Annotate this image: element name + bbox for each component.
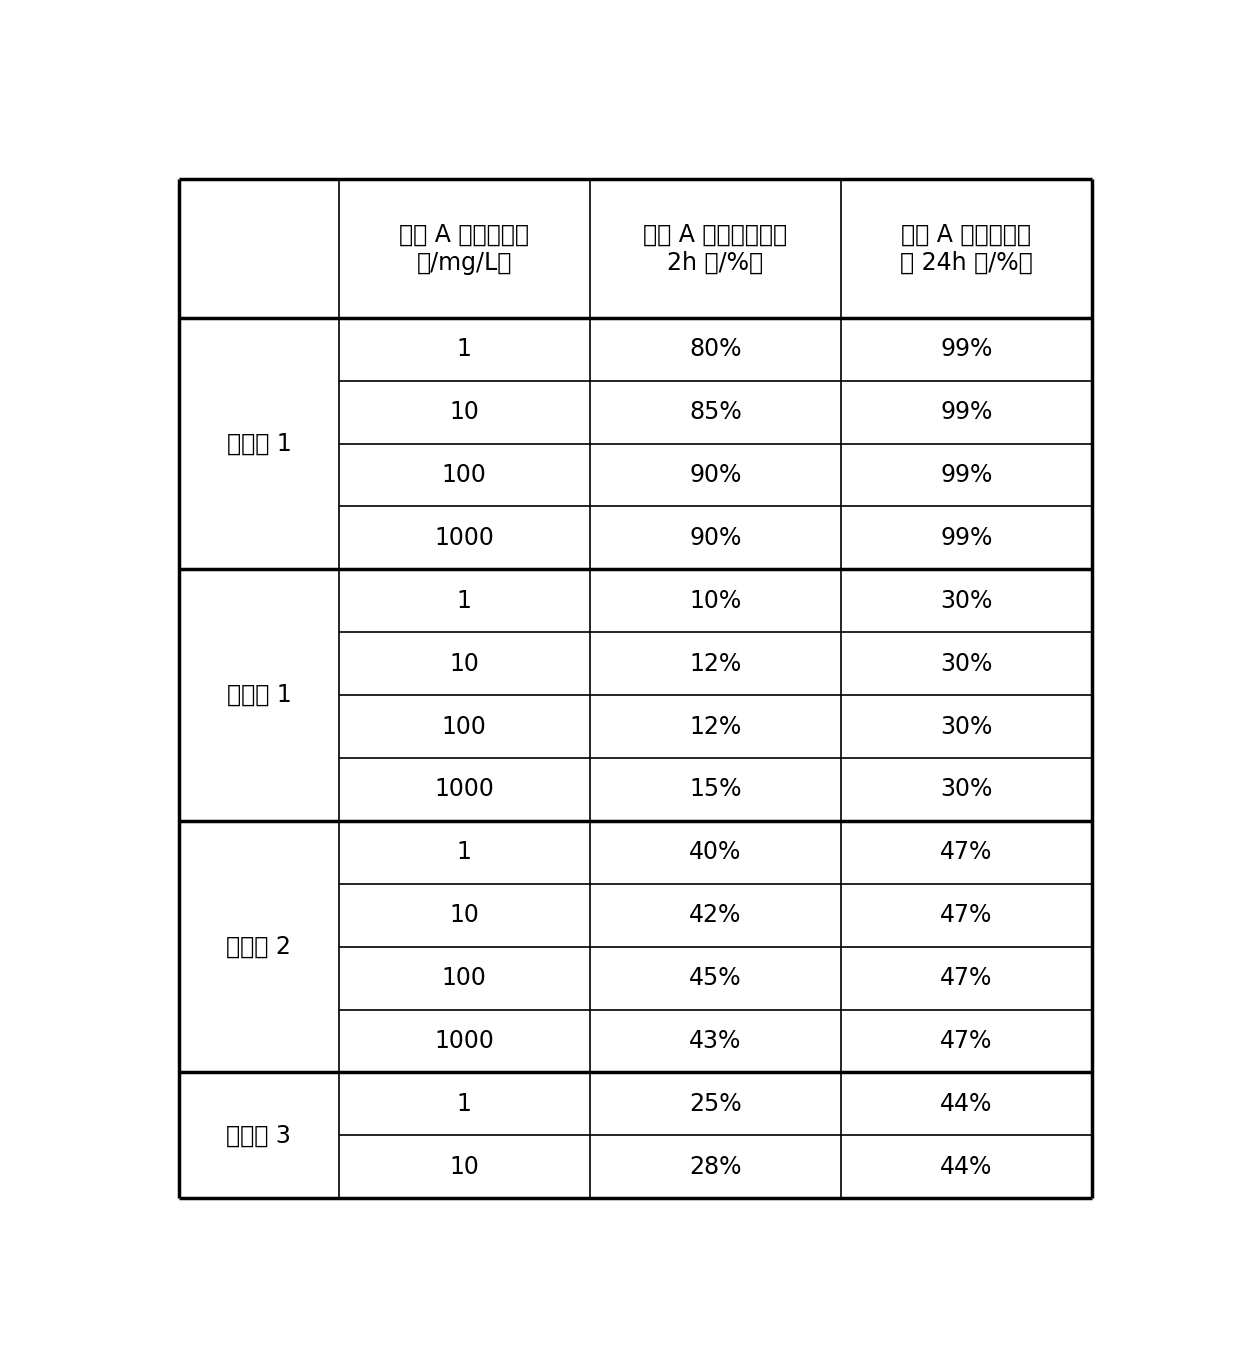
Text: 99%: 99% bbox=[940, 337, 993, 361]
Text: 100: 100 bbox=[441, 462, 487, 487]
Text: 12%: 12% bbox=[689, 652, 742, 675]
Text: 10: 10 bbox=[449, 652, 479, 675]
Text: 30%: 30% bbox=[940, 715, 993, 738]
Text: 实施例 1: 实施例 1 bbox=[227, 431, 291, 456]
Text: 25%: 25% bbox=[689, 1091, 742, 1116]
Text: 47%: 47% bbox=[940, 840, 993, 865]
Text: 100: 100 bbox=[441, 966, 487, 990]
Text: 30%: 30% bbox=[940, 777, 993, 802]
Text: 30%: 30% bbox=[940, 652, 993, 675]
Text: 对比例 2: 对比例 2 bbox=[227, 934, 291, 959]
Text: 90%: 90% bbox=[689, 462, 742, 487]
Text: 42%: 42% bbox=[689, 903, 742, 928]
Text: 90%: 90% bbox=[689, 527, 742, 550]
Text: 47%: 47% bbox=[940, 966, 993, 990]
Text: 10: 10 bbox=[449, 400, 479, 424]
Text: 双酚 A 浓度（处理
前/mg/L）: 双酚 A 浓度（处理 前/mg/L） bbox=[399, 222, 529, 274]
Text: 15%: 15% bbox=[689, 777, 742, 802]
Text: 44%: 44% bbox=[940, 1091, 993, 1116]
Text: 1: 1 bbox=[456, 589, 471, 612]
Text: 1: 1 bbox=[456, 840, 471, 865]
Text: 1000: 1000 bbox=[434, 1028, 495, 1053]
Text: 10%: 10% bbox=[689, 589, 742, 612]
Text: 1: 1 bbox=[456, 337, 471, 361]
Text: 99%: 99% bbox=[940, 462, 993, 487]
Text: 12%: 12% bbox=[689, 715, 742, 738]
Text: 对比例 1: 对比例 1 bbox=[227, 683, 291, 707]
Text: 43%: 43% bbox=[689, 1028, 742, 1053]
Text: 1: 1 bbox=[456, 1091, 471, 1116]
Text: 85%: 85% bbox=[689, 400, 742, 424]
Text: 双酚 A 去除率（处
理 24h 后/%）: 双酚 A 去除率（处 理 24h 后/%） bbox=[900, 222, 1033, 274]
Text: 99%: 99% bbox=[940, 527, 993, 550]
Text: 10: 10 bbox=[449, 1155, 479, 1178]
Text: 28%: 28% bbox=[689, 1155, 742, 1178]
Text: 40%: 40% bbox=[689, 840, 742, 865]
Text: 30%: 30% bbox=[940, 589, 993, 612]
Text: 1000: 1000 bbox=[434, 777, 495, 802]
Text: 99%: 99% bbox=[940, 400, 993, 424]
Text: 1000: 1000 bbox=[434, 527, 495, 550]
Text: 对比例 3: 对比例 3 bbox=[227, 1124, 291, 1147]
Text: 47%: 47% bbox=[940, 903, 993, 928]
Text: 44%: 44% bbox=[940, 1155, 993, 1178]
Text: 双酚 A 去除率（处理
2h 后/%）: 双酚 A 去除率（处理 2h 后/%） bbox=[644, 222, 787, 274]
Text: 47%: 47% bbox=[940, 1028, 993, 1053]
Text: 100: 100 bbox=[441, 715, 487, 738]
Text: 80%: 80% bbox=[689, 337, 742, 361]
Text: 45%: 45% bbox=[689, 966, 742, 990]
Text: 10: 10 bbox=[449, 903, 479, 928]
